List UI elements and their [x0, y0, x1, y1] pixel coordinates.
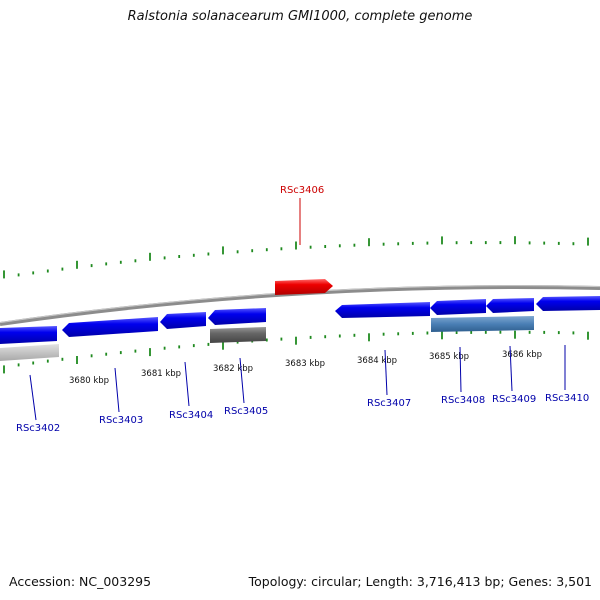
- coord-label-3683: 3683 kbp: [285, 359, 325, 369]
- coord-label-3686: 3686 kbp: [502, 350, 542, 360]
- coord-label-3682: 3682 kbp: [213, 364, 253, 374]
- coordinate-labels: 3680 kbp 3681 kbp 3682 kbp 3683 kbp 3684…: [69, 350, 542, 386]
- leader-RSc3402: [29, 374, 37, 421]
- feature-dark-grey[interactable]: [210, 327, 266, 343]
- outer-tick-row: [3, 236, 589, 279]
- leader-RSc3407: [384, 349, 388, 396]
- leader-RSc3404: [184, 361, 190, 407]
- genome-summary-text: Topology: circular; Length: 3,716,413 bp…: [248, 574, 592, 589]
- gene-RSc3405[interactable]: [208, 308, 266, 325]
- gene-label-RSc3407[interactable]: RSc3407: [367, 398, 411, 409]
- leader-RSc3409: [509, 345, 513, 392]
- map-title: Ralstonia solanacearum GMI1000, complete…: [127, 9, 473, 24]
- gene-label-RSc3410[interactable]: RSc3410: [545, 393, 589, 404]
- coord-label-3681: 3681 kbp: [141, 369, 181, 379]
- gene-RSc3408[interactable]: [430, 299, 486, 315]
- gene-label-RSc3409[interactable]: RSc3409: [492, 394, 536, 405]
- coord-label-3684: 3684 kbp: [357, 356, 397, 366]
- coord-label-3680: 3680 kbp: [69, 376, 109, 386]
- gene-labels: RSc3402 RSc3403 RSc3404 RSc3405 RSc3406 …: [16, 185, 589, 434]
- gene-RSc3406[interactable]: [275, 279, 333, 295]
- gene-label-RSc3405[interactable]: RSc3405: [224, 406, 268, 417]
- leader-RSc3403: [114, 367, 120, 413]
- gene-label-RSc3404[interactable]: RSc3404: [169, 410, 213, 421]
- gene-label-leaders: [29, 198, 566, 421]
- gene-label-RSc3402[interactable]: RSc3402: [16, 423, 60, 434]
- feature-steel-blue[interactable]: [431, 316, 534, 332]
- leader-RSc3408: [459, 346, 462, 393]
- feature-light-grey[interactable]: [0, 344, 59, 361]
- gene-label-RSc3403[interactable]: RSc3403: [99, 415, 143, 426]
- leader-RSc3405: [239, 357, 245, 404]
- gene-RSc3402[interactable]: [0, 326, 57, 344]
- gene-RSc3409[interactable]: [486, 298, 534, 313]
- coord-label-3685: 3685 kbp: [429, 352, 469, 362]
- gene-label-RSc3408[interactable]: RSc3408: [441, 395, 485, 406]
- gene-RSc3404[interactable]: [160, 312, 206, 329]
- gene-label-RSc3406[interactable]: RSc3406: [280, 185, 324, 196]
- gene-RSc3410[interactable]: [536, 296, 600, 311]
- gene-RSc3403[interactable]: [62, 317, 158, 337]
- accession-text: Accession: NC_003295: [9, 574, 152, 589]
- gene-RSc3407[interactable]: [335, 302, 430, 318]
